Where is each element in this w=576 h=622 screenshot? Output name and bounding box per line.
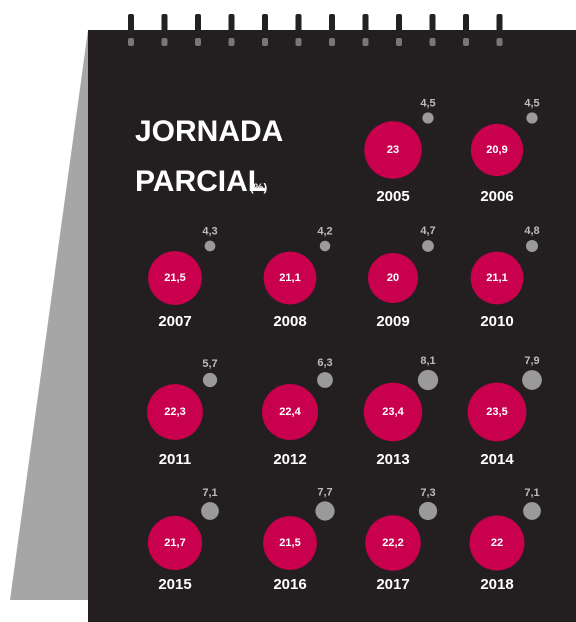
main-value-label: 20 [387, 272, 399, 284]
main-value-label: 22 [491, 537, 503, 549]
year-label: 2012 [273, 451, 306, 468]
ring-hole [262, 38, 268, 46]
secondary-bubble [523, 502, 541, 520]
ring [195, 14, 201, 34]
ring [463, 14, 469, 34]
secondary-value-label: 4,5 [420, 97, 435, 109]
year-label: 2016 [273, 576, 306, 593]
ring-hole [463, 38, 469, 46]
title-line: PARCIAL [135, 165, 266, 198]
year-label: 2017 [376, 576, 409, 593]
ring [128, 14, 134, 34]
secondary-bubble [418, 370, 438, 390]
ring-hole [329, 38, 335, 46]
secondary-value-label: 4,3 [202, 226, 217, 238]
calendar-chart: JORNADA PARCIAL (%) 23 4,5 2005 20,9 4,5 2006… [0, 0, 576, 622]
ring-hole [162, 38, 168, 46]
ring-hole [396, 38, 402, 46]
secondary-bubble [203, 373, 217, 387]
main-value-label: 22,2 [382, 537, 403, 549]
secondary-value-label: 7,1 [524, 487, 539, 499]
secondary-bubble [422, 240, 434, 252]
ring [363, 14, 369, 34]
year-label: 2006 [480, 188, 513, 205]
ring [430, 14, 436, 34]
secondary-bubble [422, 112, 433, 123]
secondary-bubble [315, 501, 334, 520]
secondary-value-label: 4,8 [524, 225, 539, 237]
main-value-label: 22,4 [279, 406, 301, 418]
year-label: 2009 [376, 313, 409, 330]
secondary-value-label: 7,3 [420, 487, 435, 499]
ring [329, 14, 335, 34]
ring [296, 14, 302, 34]
main-value-label: 21,5 [164, 272, 185, 284]
ring-hole [128, 38, 134, 46]
secondary-bubble [522, 370, 542, 390]
secondary-value-label: 7,9 [524, 355, 539, 367]
title-line: JORNADA [135, 115, 283, 148]
main-value-label: 22,3 [164, 406, 185, 418]
year-label: 2008 [273, 313, 306, 330]
ring [396, 14, 402, 34]
secondary-bubble [526, 112, 537, 123]
year-label: 2010 [480, 313, 513, 330]
ring-hole [430, 38, 436, 46]
year-label: 2014 [480, 451, 514, 468]
year-label: 2015 [158, 576, 191, 593]
secondary-value-label: 7,7 [317, 486, 332, 498]
year-label: 2013 [376, 451, 409, 468]
secondary-bubble [201, 502, 219, 520]
year-label: 2018 [480, 576, 513, 593]
main-value-label: 20,9 [486, 144, 507, 156]
ring [262, 14, 268, 34]
main-value-label: 21,5 [279, 537, 300, 549]
ring-hole [497, 38, 503, 46]
ring [229, 14, 235, 34]
secondary-value-label: 4,2 [317, 226, 332, 238]
secondary-value-label: 6,3 [317, 357, 332, 369]
ring-hole [229, 38, 235, 46]
main-value-label: 23,5 [486, 406, 507, 418]
secondary-bubble [419, 502, 437, 520]
main-value-label: 21,1 [279, 272, 300, 284]
year-label: 2005 [376, 188, 409, 205]
year-label: 2011 [159, 451, 192, 468]
main-value-label: 23,4 [382, 406, 404, 418]
secondary-value-label: 4,7 [420, 225, 435, 237]
ring [497, 14, 503, 34]
ring-hole [296, 38, 302, 46]
secondary-value-label: 5,7 [202, 358, 217, 370]
main-value-label: 23 [387, 144, 399, 156]
ring [162, 14, 168, 34]
secondary-value-label: 8,1 [420, 355, 435, 367]
secondary-bubble [526, 240, 538, 252]
calendar-stand [10, 30, 88, 600]
secondary-bubble [320, 241, 331, 252]
ring-hole [363, 38, 369, 46]
secondary-value-label: 7,1 [202, 487, 217, 499]
unit-label: (%) [250, 182, 267, 194]
main-value-label: 21,7 [164, 537, 185, 549]
secondary-value-label: 4,5 [524, 97, 539, 109]
secondary-bubble [205, 241, 216, 252]
year-label: 2007 [158, 313, 191, 330]
main-value-label: 21,1 [486, 272, 507, 284]
secondary-bubble [317, 372, 333, 388]
ring-hole [195, 38, 201, 46]
